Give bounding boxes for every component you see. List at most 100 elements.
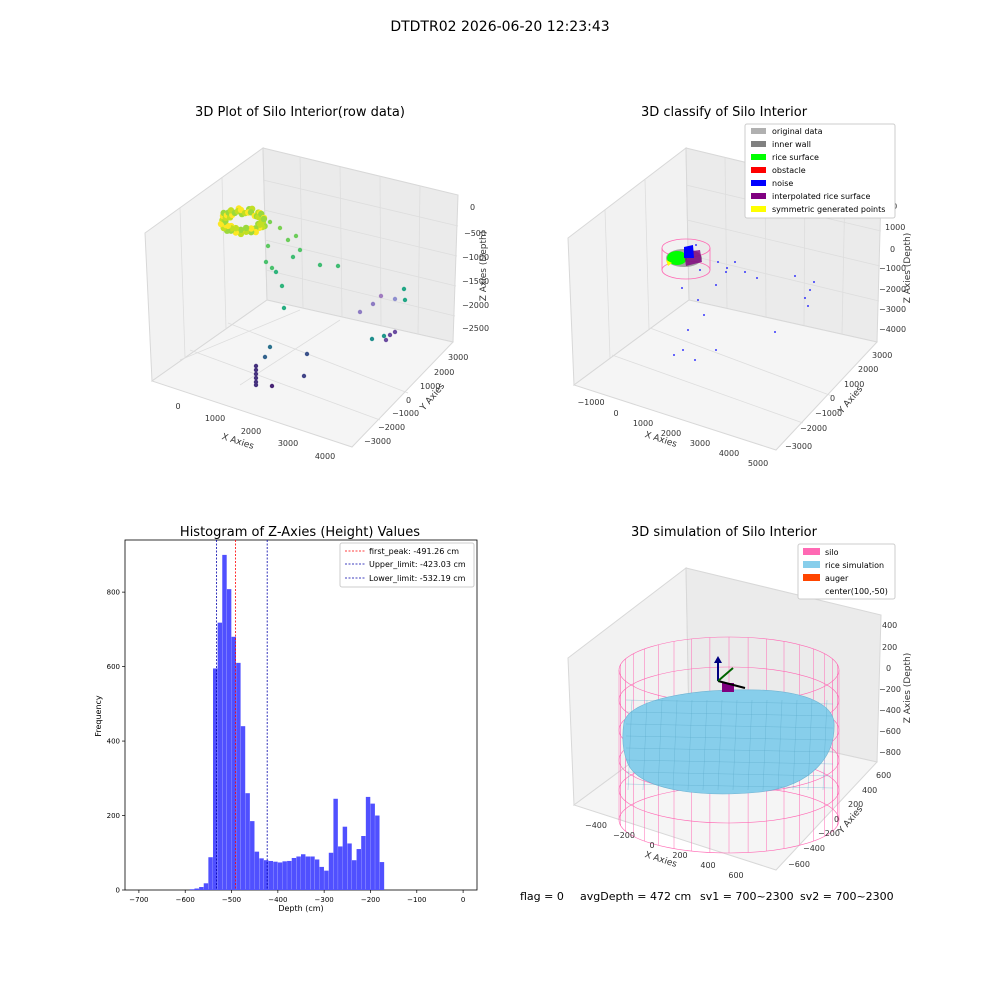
- footer-sv2: sv2 = 700~2300: [800, 890, 894, 903]
- rice-grid-line: [702, 699, 708, 791]
- scatter-point: [253, 367, 259, 373]
- scatter-point: [369, 336, 375, 342]
- panel1-axes-box: [144, 147, 459, 448]
- scatter-point: [392, 329, 398, 335]
- legend-label: original data: [772, 127, 823, 136]
- panel2-z-tick: −3000: [879, 305, 906, 314]
- histogram-x-tick-label: −700: [129, 896, 148, 904]
- noise-point: [807, 305, 809, 307]
- panel1-z-tick: −500: [464, 229, 486, 238]
- histogram-bar: [301, 854, 306, 890]
- histogram-y-tick-label: 200: [107, 812, 120, 820]
- panel1-x-tick: 3000: [278, 439, 298, 448]
- scatter-point: [253, 375, 259, 381]
- axis-arrow-x: [717, 680, 746, 689]
- panel2-y-tick: −2000: [800, 424, 827, 433]
- panel2-z-tick: −4000: [879, 325, 906, 334]
- panel2-title: 3D classify of Silo Interior: [641, 105, 808, 120]
- legend-label: interpolated rice surface: [772, 192, 870, 201]
- scatter-point: [281, 305, 287, 311]
- panel2-z-label: Z Axies (Depth): [903, 233, 913, 304]
- panel4-z-tick: −600: [879, 727, 901, 736]
- scatter-point: [277, 225, 283, 231]
- legend-swatch-symmetric: [751, 206, 766, 212]
- panel1-z-tick: 0: [470, 203, 475, 212]
- scatter-point: [381, 333, 387, 339]
- scatter-point: [317, 262, 323, 268]
- panel1-y-tick: −3000: [364, 437, 391, 446]
- panel2-noise-points: [673, 244, 815, 361]
- panel2-z-tick: −2000: [879, 285, 906, 294]
- panel1-x-tick: 2000: [241, 427, 261, 436]
- panel2-x-tick: 1000: [633, 419, 653, 428]
- panel1-y-tick: −1000: [392, 409, 419, 418]
- rice-grid-line: [627, 699, 633, 791]
- histogram-bar: [338, 846, 343, 890]
- panel2-x-tick: 3000: [690, 439, 710, 448]
- panel2-y-tick: 2000: [858, 365, 878, 374]
- histogram-bar: [314, 859, 320, 890]
- panel2-y-label: Y Axies: [836, 384, 865, 416]
- panel-histogram: Histogram of Z-Axies (Height) Values −70…: [94, 525, 478, 913]
- rice-grid-line: [625, 735, 834, 741]
- histogram-bar: [236, 662, 241, 890]
- noise-point: [682, 349, 684, 351]
- rice-grid-line: [625, 759, 834, 765]
- noise-point: [794, 275, 796, 277]
- panel2-x-tick: −1000: [577, 398, 604, 407]
- histogram-bar: [231, 636, 236, 890]
- noise-point: [694, 359, 696, 361]
- legend-swatch-silo: [803, 548, 820, 555]
- scatter-point: [262, 354, 268, 360]
- panel1-y-tick: 0: [406, 396, 411, 405]
- scatter-point: [293, 233, 299, 239]
- panel-classify: 3D classify of Silo Interior: [567, 105, 913, 468]
- scatter-point: [252, 228, 259, 236]
- histogram-bar: [263, 860, 269, 890]
- scatter-point: [269, 265, 275, 271]
- noise-point: [813, 281, 815, 283]
- rice-grid-line: [642, 699, 648, 791]
- noise-point: [703, 314, 705, 316]
- axis-arrow-y: [717, 667, 734, 682]
- scatter-point: [357, 309, 363, 315]
- scatter-point: [263, 259, 269, 265]
- panel4-z-tick: 200: [882, 643, 897, 652]
- histogram-y-tick-label: 600: [107, 663, 120, 671]
- panel1-z-tick: −2500: [462, 324, 489, 333]
- legend-swatch-rice: [803, 561, 820, 568]
- scatter-point: [370, 301, 376, 307]
- rice-grid-line: [625, 699, 834, 705]
- rice-grid-line: [657, 699, 663, 791]
- histogram-y-ticks: 0 200 400 600 800: [107, 589, 125, 895]
- histogram-x-tick-label: −600: [176, 896, 195, 904]
- panel2-y-tick: −1000: [815, 409, 842, 418]
- panel2-z-tick: −1000: [879, 264, 906, 273]
- histogram-x-tick-label: 0: [461, 896, 465, 904]
- rice-grid-line: [807, 699, 813, 791]
- scatter-point: [269, 383, 275, 389]
- noise-point: [804, 297, 806, 299]
- panel-raw-data: 3D Plot of Silo Interior(row data) 0 100…: [144, 105, 489, 461]
- scatter-point: [402, 297, 408, 303]
- scatter-point: [267, 219, 273, 225]
- panel2-legend: original data inner wall rice surface ob…: [744, 123, 896, 219]
- histogram-x-label: Depth (cm): [278, 904, 323, 913]
- panel4-y-label: Y Axies: [836, 804, 865, 836]
- noise-point: [774, 331, 776, 333]
- histogram-bar: [361, 836, 366, 890]
- legend-label: inner wall: [772, 140, 811, 149]
- panel4-y-tick: 0: [834, 815, 839, 824]
- scatter-point: [290, 254, 296, 260]
- panel2-z-tick: 0: [890, 245, 895, 254]
- panel4-x-tick: −200: [613, 831, 635, 840]
- histogram-bars: [189, 554, 385, 890]
- histogram-bar: [319, 866, 324, 890]
- figure-suptitle: DTDTR02 2026-06-20 12:23:43: [390, 19, 609, 35]
- scatter-point: [383, 337, 389, 343]
- histogram-x-ticks: −700 −600 −500 −400 −300 −200 −100 0: [129, 890, 465, 904]
- footer-avg-depth: avgDepth = 472 cm: [580, 890, 691, 903]
- legend-label: Lower_limit: -532.19 cm: [369, 574, 466, 583]
- histogram-bar: [259, 858, 264, 890]
